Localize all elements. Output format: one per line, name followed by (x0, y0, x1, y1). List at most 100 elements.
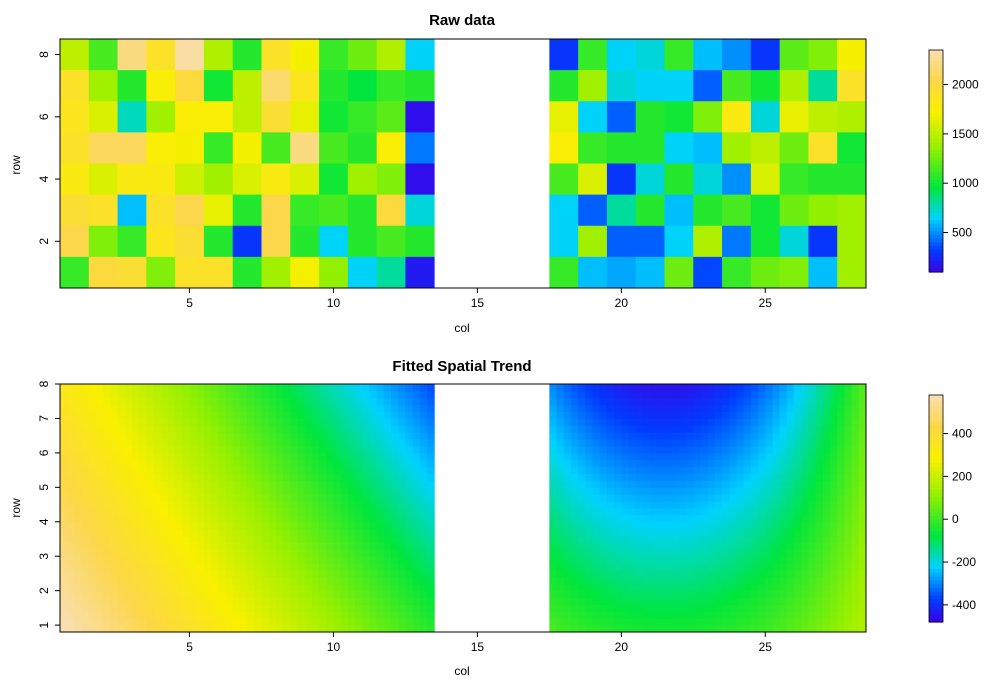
surface-cell (369, 459, 378, 468)
surface-cell (570, 501, 579, 509)
surface-cell (124, 528, 133, 537)
surface-cell (74, 397, 83, 406)
surface-cell (131, 625, 140, 633)
surface-cell (304, 432, 313, 440)
surface-cell (599, 618, 608, 626)
surface-cell (714, 618, 723, 626)
surface-cell (376, 583, 385, 592)
surface-cell (247, 514, 255, 523)
surface-cell (333, 397, 342, 406)
surface-cell (103, 480, 111, 488)
surface-cell (247, 590, 255, 599)
surface-cell (81, 611, 90, 619)
surface-cell (621, 542, 630, 550)
surface-cell (175, 542, 183, 550)
surface-cell (333, 446, 342, 454)
surface-cell (779, 563, 788, 571)
surface-cell (693, 480, 701, 488)
heatmap-cell (146, 163, 176, 196)
surface-cell (232, 384, 241, 392)
surface-cell (851, 528, 860, 537)
surface-cell (419, 425, 428, 433)
surface-cell (822, 466, 831, 475)
surface-cell (642, 542, 651, 550)
surface-cell (570, 521, 579, 530)
surface-cell (700, 508, 709, 516)
surface-cell (203, 473, 212, 481)
surface-cell (786, 625, 795, 633)
surface-cell (391, 508, 399, 516)
surface-cell (794, 576, 802, 585)
surface-cell (750, 611, 759, 619)
surface-cell (599, 439, 608, 447)
heatmap-cell (578, 225, 608, 258)
surface-cell (736, 446, 745, 454)
surface-cell (714, 384, 723, 392)
surface-cell (678, 576, 687, 585)
surface-cell (376, 576, 385, 585)
surface-cell (844, 404, 853, 413)
surface-cell (786, 618, 795, 626)
surface-cell (786, 418, 795, 426)
surface-cell (88, 556, 97, 564)
surface-cell (621, 501, 630, 509)
surface-cell (693, 611, 701, 619)
surface-cell (254, 542, 262, 550)
heatmap-cell (606, 225, 637, 258)
surface-cell (801, 439, 809, 447)
surface-cell (664, 446, 673, 454)
surface-cell (570, 473, 579, 481)
surface-cell (311, 618, 320, 626)
surface-cell (570, 452, 579, 461)
surface-cell (139, 583, 147, 592)
surface-cell (225, 425, 234, 433)
surface-cell (218, 494, 227, 502)
surface-cell (189, 611, 198, 619)
surface-cell (196, 384, 205, 392)
surface-cell (175, 514, 183, 523)
surface-cell (700, 501, 709, 509)
surface-cell (203, 570, 212, 578)
surface-cell (110, 618, 119, 626)
surface-cell (88, 604, 97, 612)
surface-cell (146, 459, 155, 468)
surface-cell (376, 446, 385, 454)
surface-cell (203, 411, 212, 419)
surface-cell (124, 597, 133, 605)
surface-cell (268, 494, 277, 502)
heatmap-cell (635, 101, 665, 133)
surface-cell (427, 473, 435, 481)
surface-cell (67, 570, 75, 578)
surface-cell (427, 570, 435, 578)
surface-cell (95, 390, 104, 399)
surface-cell (707, 487, 716, 495)
surface-cell (786, 397, 795, 406)
surface-cell (297, 549, 306, 557)
surface-cell (628, 542, 637, 550)
colorbar-swatch (929, 179, 943, 184)
surface-cell (614, 521, 622, 530)
surface-cell (650, 418, 658, 426)
surface-cell (167, 570, 176, 578)
surface-cell (103, 563, 111, 571)
surface-cell (722, 611, 730, 619)
surface-cell (376, 384, 385, 392)
surface-cell (427, 604, 435, 612)
surface-cell (592, 404, 601, 413)
heatmap-cell (664, 132, 694, 164)
surface-cell (124, 487, 133, 495)
surface-cell (362, 576, 370, 585)
surface-cell (60, 570, 68, 578)
surface-cell (758, 521, 766, 530)
surface-cell (355, 514, 363, 523)
surface-cell (311, 535, 320, 543)
heatmap-cell (779, 163, 809, 196)
surface-cell (671, 439, 680, 447)
surface-cell (319, 390, 327, 399)
surface-cell (304, 501, 313, 509)
surface-cell (599, 473, 608, 481)
surface-cell (196, 611, 205, 619)
surface-cell (81, 625, 90, 633)
surface-cell (549, 439, 558, 447)
surface-cell (851, 549, 860, 557)
